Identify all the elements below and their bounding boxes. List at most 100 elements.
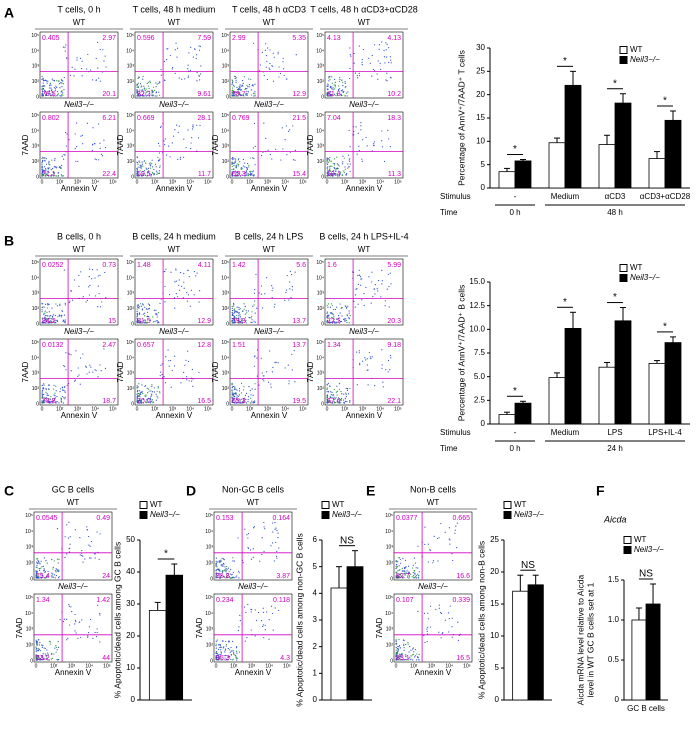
flow-dot (387, 371, 389, 373)
flow-dot (247, 537, 249, 539)
flow-dot (275, 541, 277, 544)
flow-dot (429, 549, 432, 551)
flow-dot (98, 558, 100, 561)
flow-dot (357, 303, 359, 305)
flow-dot (82, 295, 84, 298)
flow-dot (340, 399, 343, 401)
flow-dot (403, 640, 405, 642)
flow-dot (294, 271, 296, 273)
flow-dot (423, 612, 426, 614)
flow-dot (333, 166, 335, 169)
flow-dot (383, 49, 385, 52)
flow-dot (139, 322, 141, 324)
flow-dot (412, 647, 415, 649)
flow-dot (148, 87, 150, 89)
flow-dot (198, 49, 201, 51)
flow-dot (371, 55, 373, 57)
flow-dot (156, 395, 158, 397)
flow-dot (105, 297, 107, 299)
flow-dot (343, 157, 345, 159)
flow-dot (326, 173, 328, 175)
legend-swatch (503, 501, 512, 509)
flow-dot (188, 276, 190, 278)
flow-axis-label: Annexin V (251, 184, 288, 193)
flow-dot (143, 160, 145, 162)
y-tick-label: 20 (126, 631, 135, 640)
flow-dot (48, 160, 50, 162)
quadrant-value: 21.5 (292, 115, 306, 122)
flow-dot (64, 321, 66, 323)
flow-dot (44, 157, 46, 159)
flow-tick-label: 10³ (74, 406, 82, 412)
flow-dot (69, 547, 71, 549)
flow-dot (37, 560, 40, 563)
flow-dot (250, 608, 253, 611)
flow-tick-label: 10² (386, 643, 394, 649)
flow-dot (362, 139, 364, 141)
flow-tick-label: 10² (317, 306, 325, 312)
flow-dot (139, 393, 141, 395)
flow-dot (448, 527, 451, 529)
flow-dot (341, 90, 343, 92)
flow-tick-label: 10⁵ (31, 33, 39, 39)
flow-dot (329, 306, 332, 308)
flow-dot (385, 369, 387, 371)
flow-dot (447, 612, 450, 614)
bar (527, 584, 544, 701)
flow-tick-label: 0 (36, 94, 39, 100)
flow-dot (349, 401, 351, 403)
flow-dot (161, 373, 163, 376)
flow-dot (348, 318, 350, 320)
flow-dot (254, 93, 256, 95)
flow-dot (332, 87, 334, 89)
flow-dot (326, 170, 329, 172)
flow-dot (239, 88, 241, 91)
flow-axis-label: Annexin V (346, 411, 383, 420)
flow-tick-label: 10² (127, 79, 135, 85)
flow-dot (238, 387, 241, 390)
flow-tick-label: 10² (26, 643, 34, 649)
row-title: Stimulus (440, 192, 471, 201)
flow-dot (247, 310, 250, 312)
flow-dot (38, 648, 41, 650)
flow-tick-label: 10² (32, 386, 40, 392)
flow-dot (251, 171, 253, 173)
flow-dot (240, 322, 242, 324)
flow-dot (50, 175, 52, 177)
flow-dot (159, 375, 161, 377)
flow-dot (340, 171, 342, 173)
flow-dot (100, 153, 103, 155)
flow-dot (46, 307, 48, 309)
flow-dot (189, 69, 192, 71)
y-tick-label: 5.0 (474, 372, 486, 381)
flow-dot (56, 320, 59, 322)
flow-dot (39, 569, 41, 572)
flow-dot (344, 95, 346, 97)
flow-title: B cells, 24 h medium (132, 231, 216, 241)
flow-dot (41, 85, 43, 88)
flow-tick-label: 10⁴ (376, 179, 384, 185)
flow-dot (195, 275, 197, 277)
flow-tick-label: 10³ (26, 545, 34, 551)
flow-dot (145, 93, 147, 95)
flow-dot (440, 612, 443, 615)
legend-label: WT (332, 500, 345, 509)
flow-dot (249, 172, 252, 174)
bar (648, 363, 666, 425)
quadrant-value: 0.164 (272, 515, 290, 522)
bar (631, 619, 647, 701)
flow-dot (137, 82, 139, 84)
flow-dot (139, 161, 141, 163)
y-tick-label: 0 (495, 695, 500, 704)
flow-dot (47, 394, 49, 396)
flow-dot (46, 317, 48, 319)
flow-dot (282, 61, 284, 63)
flow-dot (86, 122, 89, 124)
flow-dot (51, 559, 53, 561)
legend-swatch (619, 274, 628, 282)
flow-dot (49, 95, 51, 97)
flow-dot (238, 577, 240, 579)
flow-dot (36, 564, 38, 567)
flow-dot (240, 167, 242, 169)
flow-dot (247, 401, 249, 403)
